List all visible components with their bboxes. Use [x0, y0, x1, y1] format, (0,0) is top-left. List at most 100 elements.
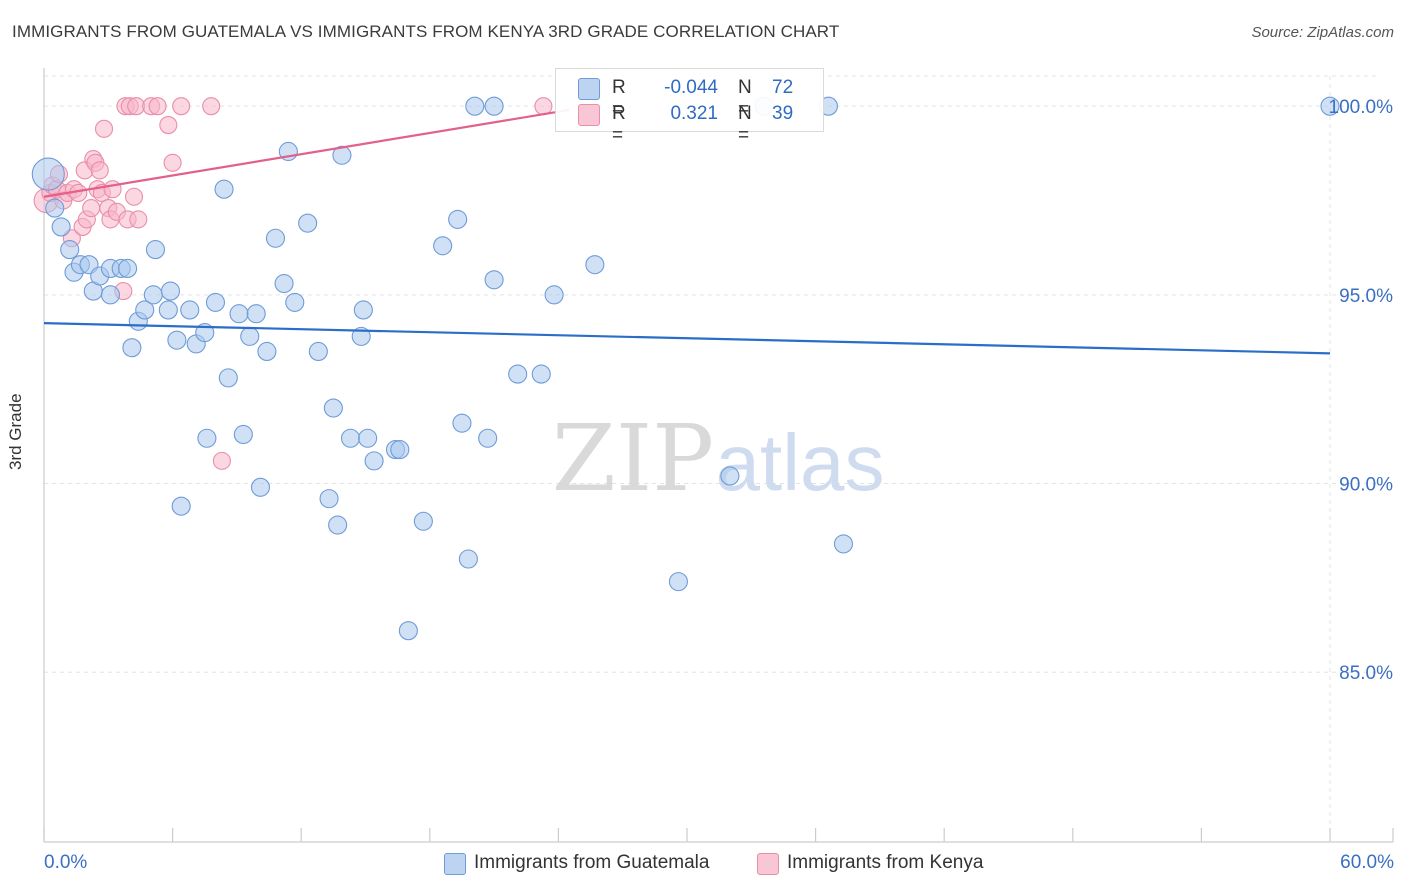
kenya-legend-label: Immigrants from Kenya [787, 852, 984, 873]
y-axis-label: 3rd Grade [6, 393, 25, 470]
guatemala-point [353, 300, 373, 320]
guatemala-point [171, 496, 191, 516]
guatemala-point [398, 621, 418, 641]
kenya-point [163, 153, 182, 172]
guatemala-point [180, 300, 200, 320]
guatemala-point [358, 428, 378, 448]
kenya-trend-line [43, 108, 570, 198]
guatemala-point [240, 326, 260, 346]
guatemala-legend-label: Immigrants from Guatemala [474, 852, 710, 873]
guatemala-point [143, 285, 163, 305]
r-value: 0.321 [670, 103, 718, 124]
kenya-point [124, 187, 144, 206]
guatemala-point [51, 217, 71, 237]
n-value: 72 [772, 77, 794, 98]
guatemala-point [413, 511, 433, 531]
guatemala-point [167, 330, 187, 350]
guatemala-legend-swatch [444, 853, 466, 875]
guatemala-point [390, 440, 410, 460]
guatemala-point [214, 179, 234, 199]
guatemala-point [478, 428, 498, 448]
guatemala-point [298, 213, 318, 233]
guatemala-point [668, 572, 688, 592]
chart-title: IMMIGRANTS FROM GUATEMALA VS IMMIGRANTS … [12, 22, 840, 41]
trend-layer [43, 108, 1331, 355]
r-label: R = [612, 103, 626, 146]
guatemala-point [332, 145, 352, 165]
kenya-point [212, 451, 231, 470]
guatemala-point [135, 300, 155, 320]
y-tick-label: 95.0% [1339, 286, 1393, 307]
r-label: R = [612, 77, 626, 120]
guatemala-point [31, 157, 65, 191]
guatemala-point [233, 424, 253, 445]
kenya-point [202, 97, 221, 116]
guatemala-point [285, 292, 305, 312]
kenya-point [148, 97, 167, 116]
guatemala-point [205, 292, 226, 312]
watermark-zip: ZIP [552, 405, 714, 512]
x-tick-label-max: 60.0% [1340, 852, 1394, 873]
guatemala-point [197, 428, 217, 448]
guatemala-point [720, 466, 740, 486]
guatemala-point [328, 515, 348, 535]
kenya-point [159, 116, 178, 135]
guatemala-point [158, 300, 178, 320]
guatemala-point [308, 341, 328, 362]
kenya-point [129, 210, 148, 229]
source-label: Source: ZipAtlas.com [1251, 24, 1394, 41]
guatemala-point [323, 398, 343, 418]
correlation-legend: R = -0.044 N = 72 R = 0.321 N = 39 [555, 68, 824, 146]
kenya-point [172, 97, 191, 116]
guatemala-point [60, 240, 80, 260]
y-tick-label: 100.0% [1329, 97, 1394, 118]
kenya-point [103, 180, 122, 199]
kenya-point [90, 161, 109, 180]
kenya-swatch [578, 104, 600, 126]
guatemala-point [452, 413, 472, 433]
guatemala-point [1320, 96, 1340, 116]
guatemala-point [319, 489, 339, 509]
points-layer [31, 96, 1340, 641]
guatemala-point [484, 270, 504, 290]
guatemala-point [160, 281, 181, 301]
guatemala-point [246, 304, 266, 324]
kenya-legend-swatch [757, 853, 779, 875]
guatemala-point [351, 326, 371, 346]
guatemala-point [229, 304, 249, 324]
n-label: N = [738, 103, 752, 146]
watermark-atlas: atlas [716, 418, 885, 507]
guatemala-point [122, 338, 142, 358]
guatemala-point [250, 477, 271, 497]
kenya-point [127, 97, 146, 116]
guatemala-point [458, 549, 478, 569]
guatemala-point [45, 198, 65, 218]
y-tick-label: 90.0% [1339, 475, 1393, 496]
guatemala-point [364, 451, 384, 471]
guatemala-point [145, 240, 166, 260]
guatemala-point [274, 273, 294, 294]
guatemala-point [448, 209, 468, 229]
guatemala-point [544, 285, 564, 305]
guatemala-point [257, 341, 277, 362]
kenya-point [94, 119, 114, 138]
guatemala-point [340, 428, 361, 448]
guatemala-point [833, 534, 854, 554]
y-tick-label: 85.0% [1339, 663, 1393, 684]
guatemala-point [118, 258, 138, 278]
guatemala-point [585, 255, 605, 275]
guatemala-point [508, 364, 528, 384]
guatemala-point [218, 368, 238, 388]
y-tick-labels: 85.0% 90.0% 95.0% 100.0% [1329, 97, 1394, 684]
r-value: -0.044 [664, 77, 718, 98]
guatemala-trend-line [43, 322, 1331, 355]
x-tick-label-min: 0.0% [44, 852, 88, 873]
kenya-point [82, 199, 101, 218]
guatemala-point [265, 228, 286, 248]
guatemala-point [531, 364, 551, 384]
guatemala-point [100, 285, 120, 305]
n-value: 39 [772, 103, 794, 124]
guatemala-point [465, 96, 485, 116]
guatemala-swatch [578, 78, 600, 100]
